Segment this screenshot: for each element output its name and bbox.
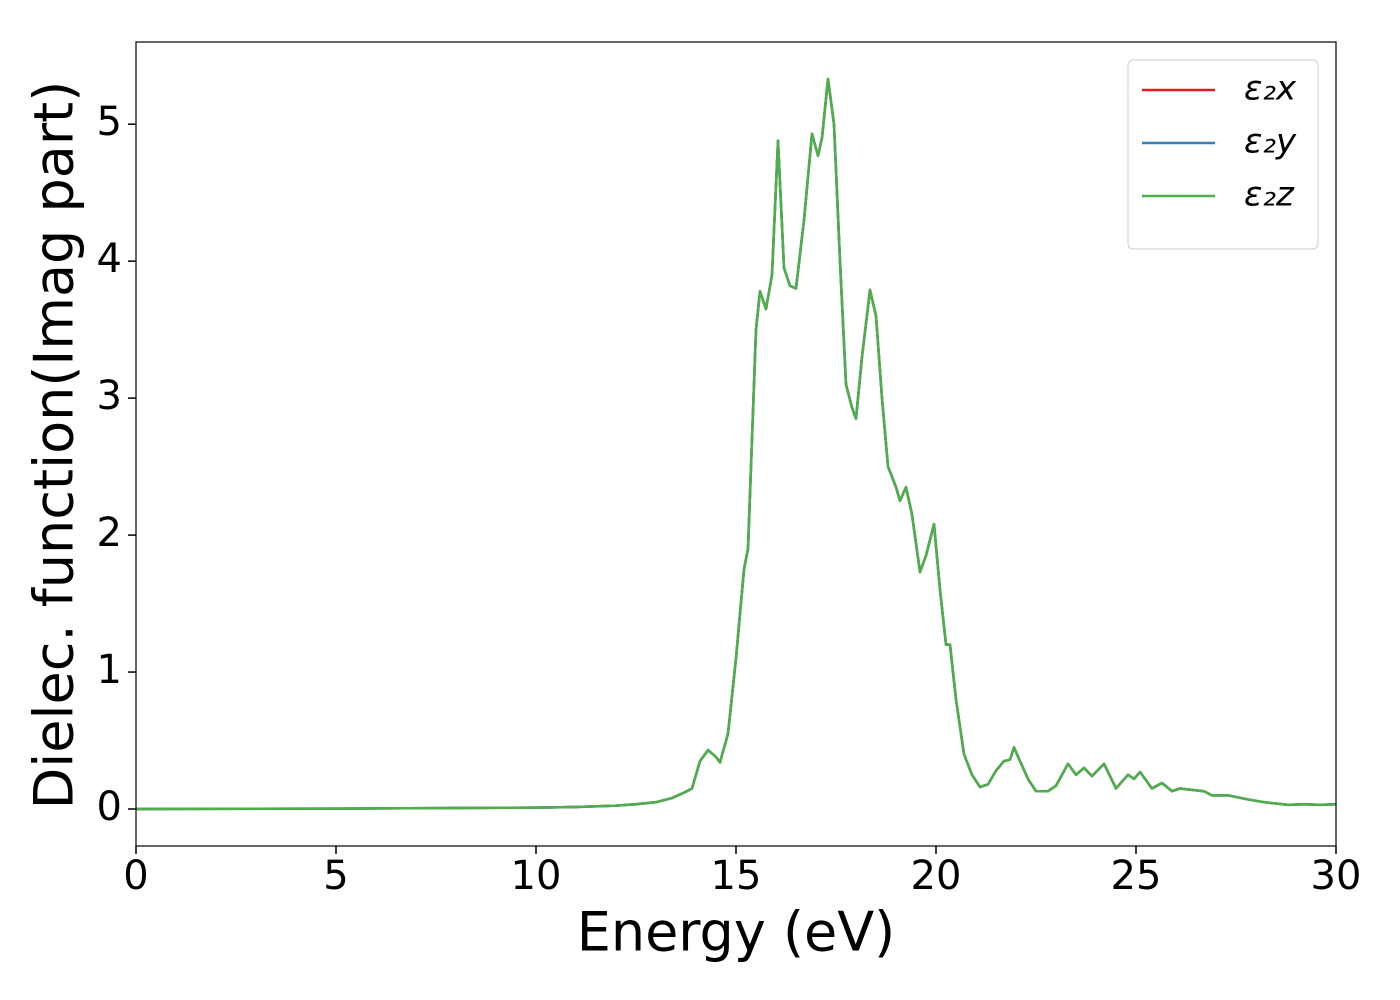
y-tick-label: 1 [97, 647, 122, 693]
x-tick-label: 10 [511, 853, 562, 899]
y-tick-label: 3 [97, 373, 122, 419]
x-axis-label: Energy (eV) [577, 901, 896, 964]
y-tick-label: 4 [97, 236, 122, 282]
x-tick-label: 20 [911, 853, 962, 899]
y-tick-label: 2 [97, 510, 122, 556]
x-tick-label: 0 [123, 853, 148, 899]
y-axis-label: Dielec. function(Imag part) [23, 81, 86, 810]
y-tick-label: 0 [97, 784, 122, 830]
x-tick-label: 30 [1311, 853, 1362, 899]
x-tick-label: 15 [711, 853, 762, 899]
legend-label: ε₂z [1244, 175, 1295, 215]
plot-frame [135, 41, 1337, 847]
legend-box [1127, 59, 1319, 250]
data-line [135, 77, 1337, 811]
x-tick-label: 25 [1111, 853, 1162, 899]
x-tick-label: 5 [323, 853, 348, 899]
legend-label: ε₂y [1244, 122, 1297, 162]
y-tick-label: 5 [97, 99, 122, 145]
legend-label: ε₂x [1244, 69, 1297, 109]
